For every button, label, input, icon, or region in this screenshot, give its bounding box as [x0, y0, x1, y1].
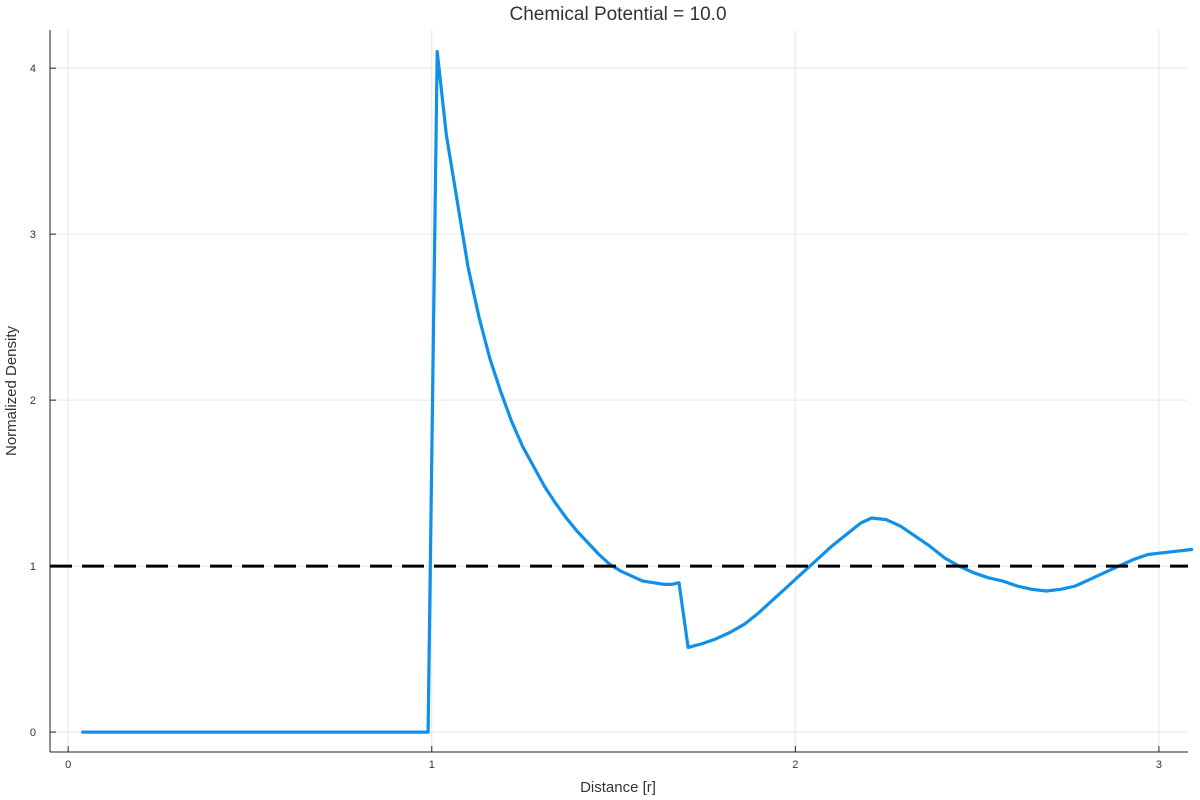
y-tick-label: 1: [30, 561, 36, 573]
y-tick-label: 0: [30, 727, 36, 739]
x-axis-label: Distance [r]: [580, 779, 656, 796]
x-tick-label: 1: [429, 759, 435, 771]
x-tick-label: 2: [792, 759, 798, 771]
series: [50, 49, 1194, 734]
y-axis-label: Normalized Density: [3, 325, 20, 456]
y-tick-label: 3: [30, 229, 36, 241]
grid-lines: [50, 30, 1188, 752]
x-tick-label: 3: [1156, 759, 1162, 771]
axes: [49, 30, 1188, 753]
ticks: 0 1 2 3 0 1 2 3 4: [30, 63, 1162, 771]
density-line: [81, 49, 1194, 734]
y-tick-label: 4: [30, 63, 36, 75]
chart-title: Chemical Potential = 10.0: [509, 4, 726, 25]
y-tick-label: 2: [30, 395, 36, 407]
x-tick-label: 0: [65, 759, 71, 771]
